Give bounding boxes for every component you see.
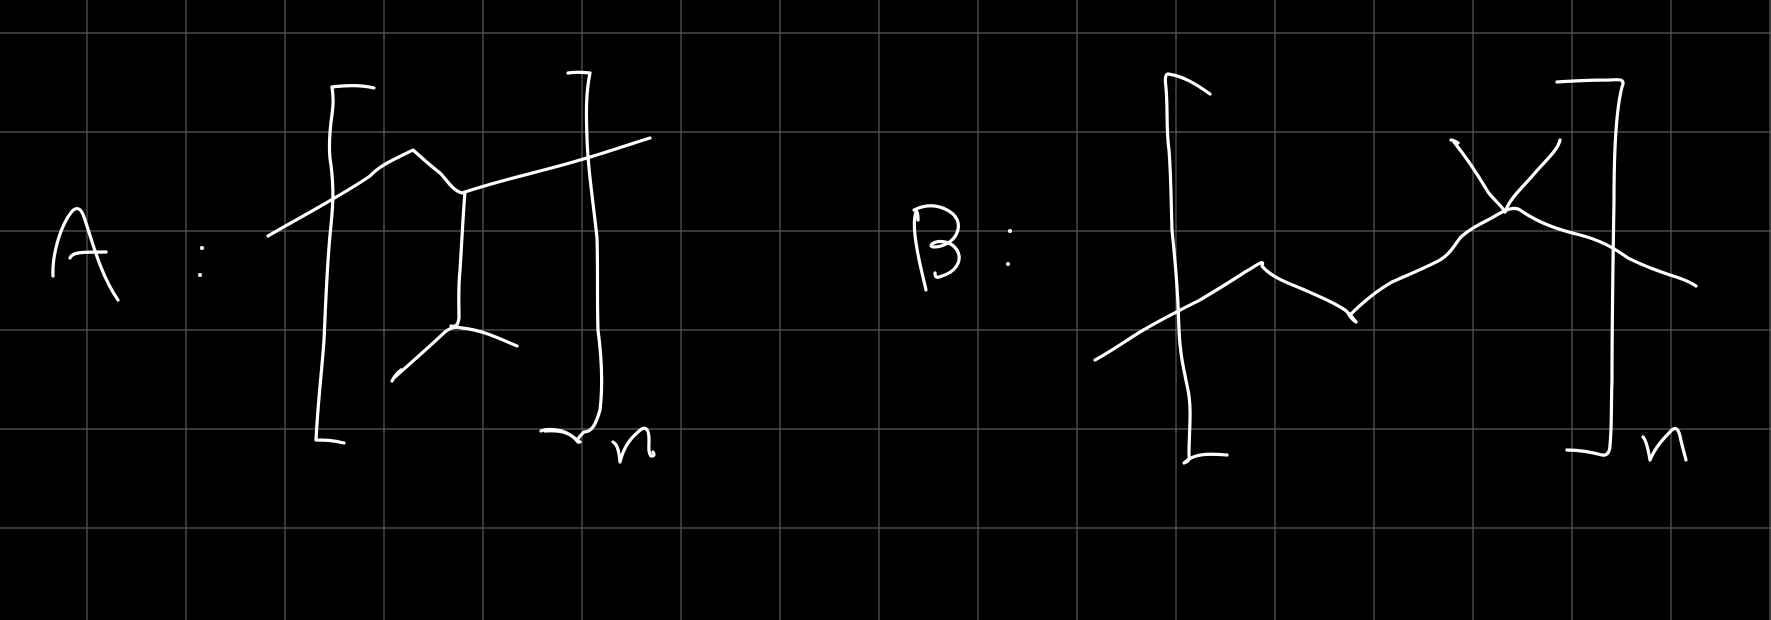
polymer-b-label-text: B bbox=[0, 0, 1, 1]
polymer-a-drawing: A bbox=[0, 0, 656, 464]
polymer-b-branch-right bbox=[1503, 138, 1562, 214]
polymer-a-label bbox=[51, 207, 120, 302]
polymer-b-label bbox=[912, 204, 961, 292]
polymer-a-left-bracket bbox=[314, 84, 376, 445]
polymer-a-separator-dot-top bbox=[200, 246, 204, 250]
polymer-b-backbone bbox=[1093, 206, 1698, 362]
polymer-b-right-bracket bbox=[1555, 78, 1625, 457]
polymer-b-drawing: B bbox=[0, 0, 1698, 465]
polymer-a-substituent bbox=[390, 325, 519, 383]
polymer-b-separator-dot-bottom bbox=[1006, 262, 1010, 266]
polymer-b-left-bracket bbox=[1163, 72, 1229, 465]
polymer-a-backbone bbox=[266, 136, 652, 238]
polymer-a-ring-bond bbox=[449, 190, 467, 328]
polymer-a-right-bracket bbox=[539, 70, 604, 444]
polymer-a-label-text: A bbox=[0, 0, 1, 1]
polymer-a-subscript-n bbox=[611, 426, 656, 464]
polymer-a-separator-dot-bottom bbox=[198, 273, 202, 277]
polymer-b-separator-dot-top bbox=[1008, 229, 1012, 233]
polymer-b-subscript-n bbox=[1641, 426, 1688, 462]
polymer-b-branch-left bbox=[1449, 138, 1507, 214]
